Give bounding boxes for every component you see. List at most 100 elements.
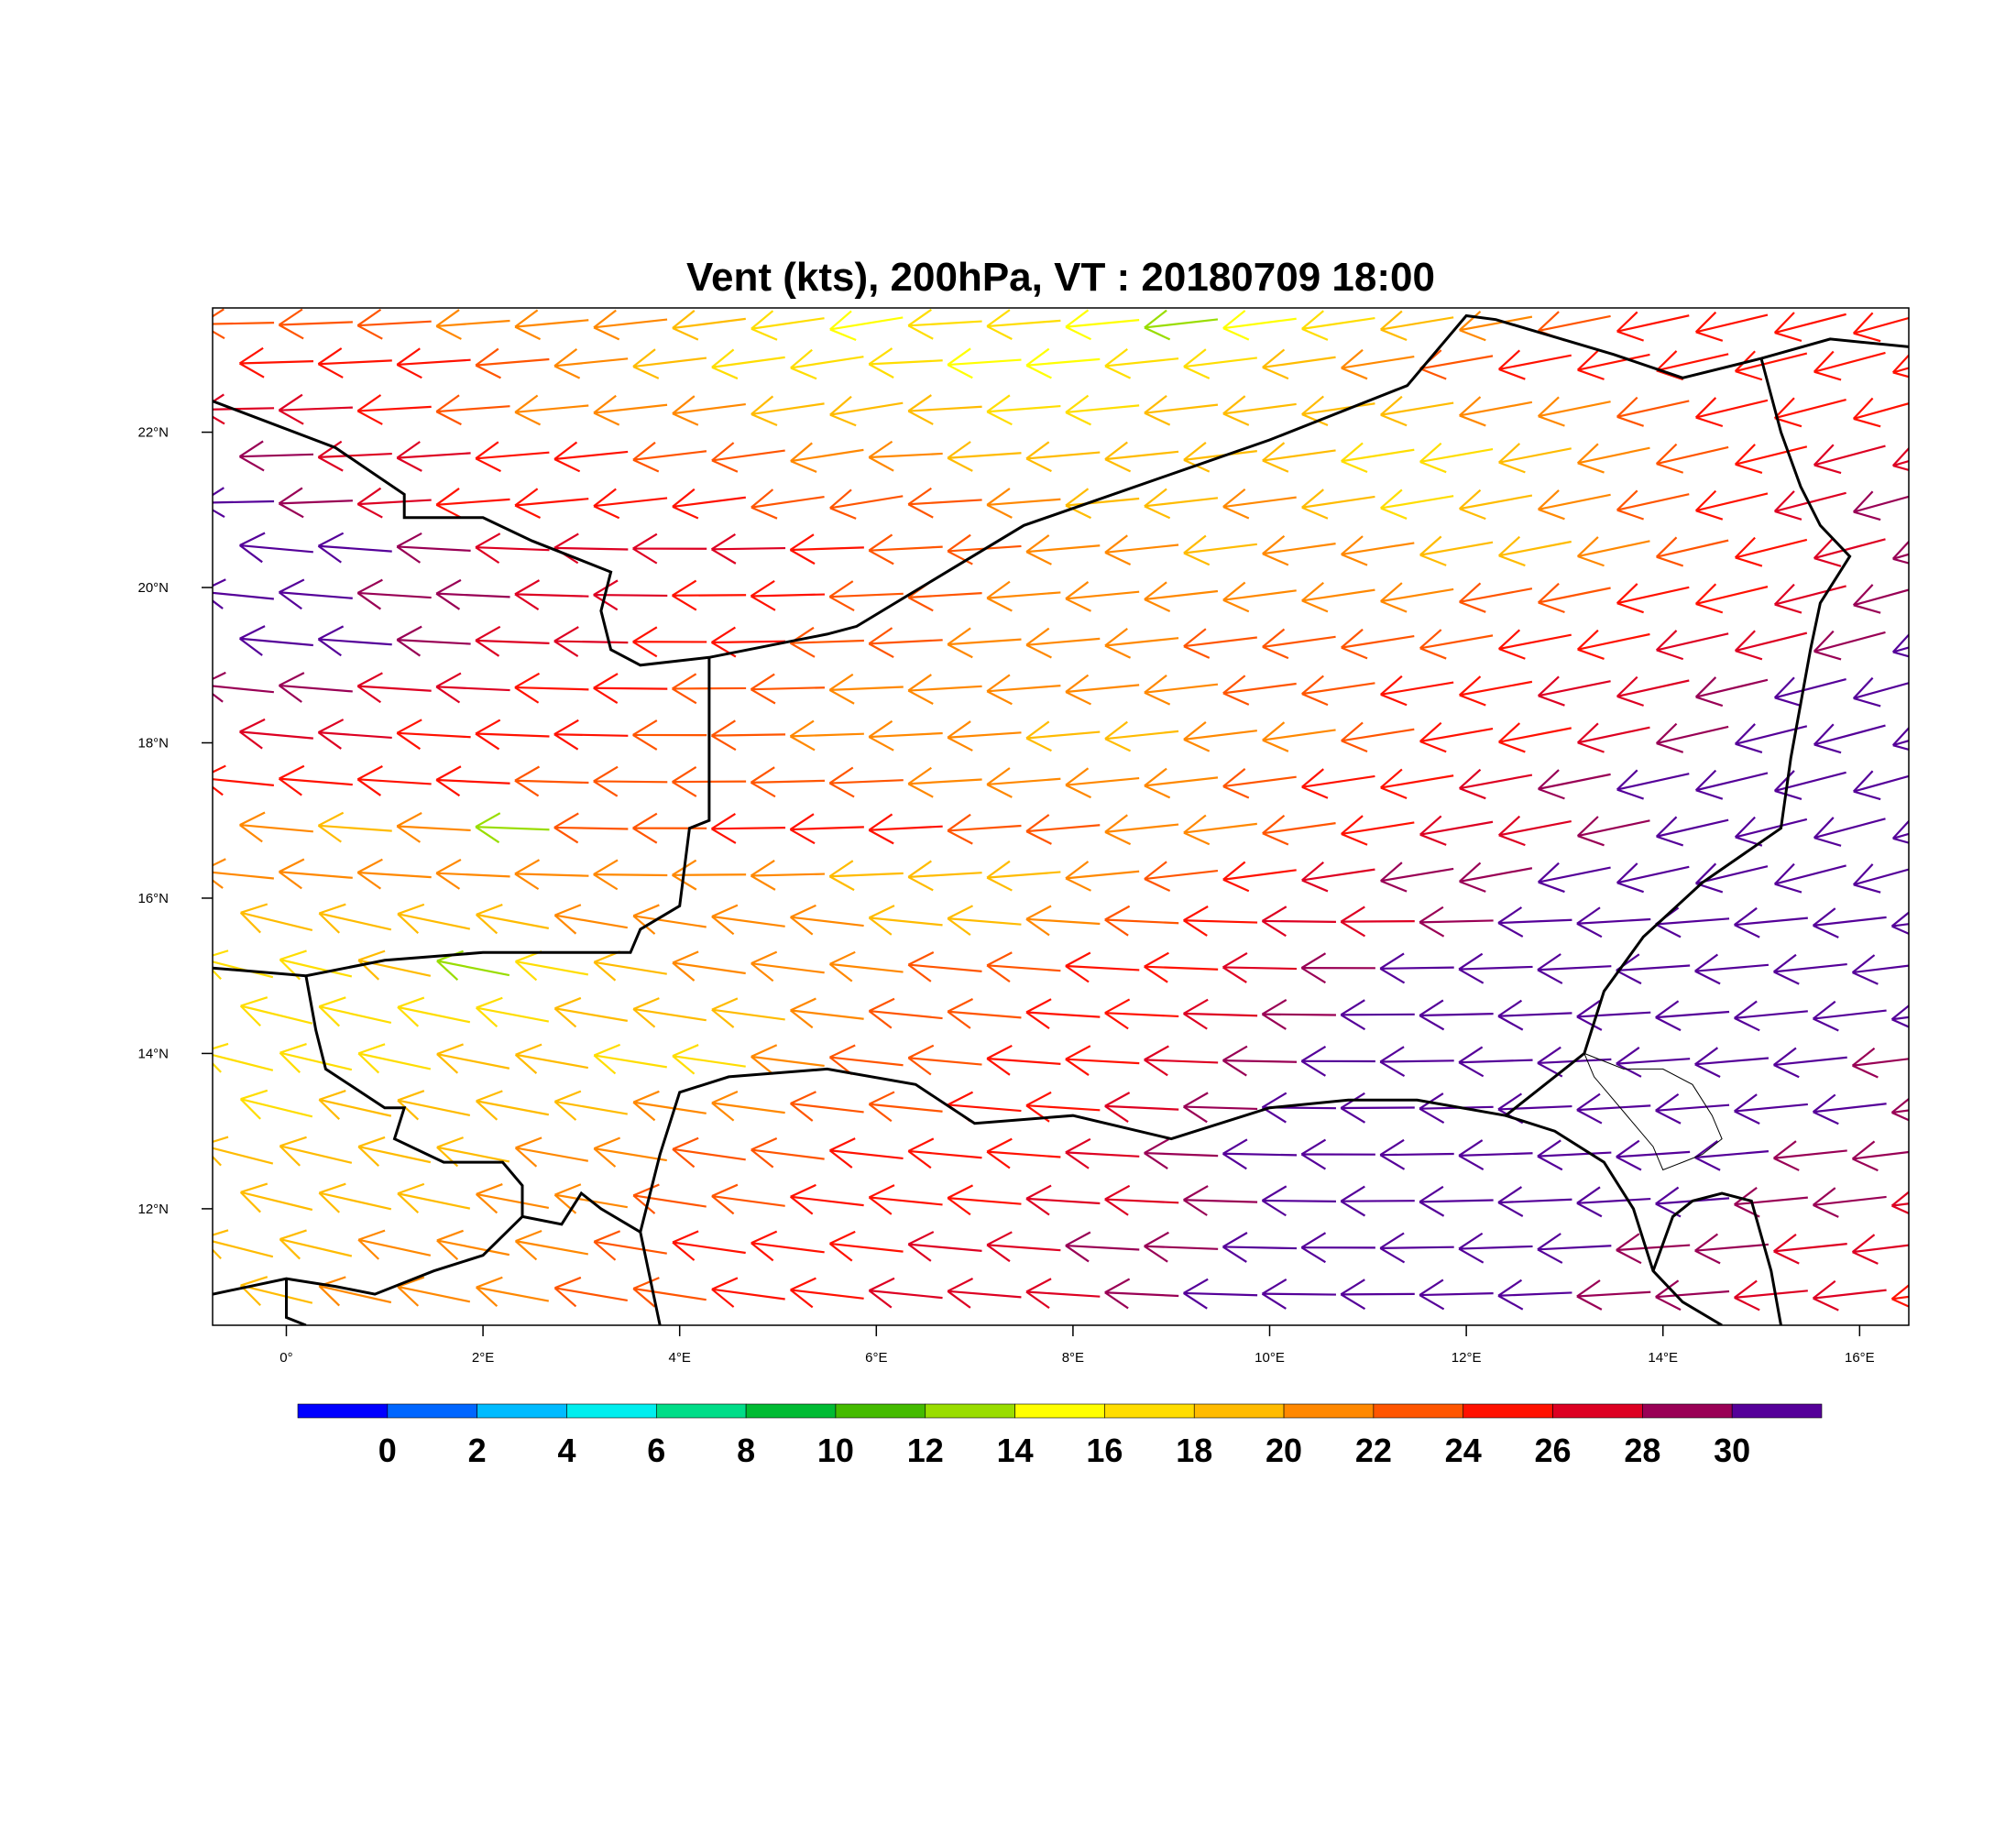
wind-arrow [1222, 767, 1297, 799]
wind-arrow [397, 903, 471, 934]
wind-arrow [986, 1044, 1061, 1076]
wind-arrow [317, 440, 392, 472]
wind-arrow [1144, 861, 1219, 893]
wind-arrow [1813, 444, 1886, 475]
wind-arrow [1065, 309, 1140, 341]
wind-arrow [356, 308, 432, 340]
wind-arrow [751, 1136, 825, 1169]
wind-arrow [790, 1091, 864, 1122]
wind-arrow [1025, 720, 1101, 752]
wind-arrow [553, 347, 629, 379]
wind-arrow [553, 1276, 628, 1308]
wind-arrow [514, 579, 589, 611]
wind-arrow [907, 860, 982, 892]
colorbar-label: 24 [1445, 1432, 1482, 1469]
wind-arrow [751, 488, 825, 520]
wind-arrow [907, 308, 982, 340]
wind-arrow [278, 764, 353, 796]
wind-arrow [1773, 1233, 1847, 1265]
colorbar-label: 4 [557, 1432, 575, 1469]
wind-arrow [476, 1090, 550, 1121]
longitude-axis: 0° 2°E 4°E 6°E 8°E 10°E 12°E 14°E 16°E [279, 1325, 1875, 1366]
wind-arrow [1065, 674, 1140, 706]
wind-arrow [514, 394, 589, 426]
wind-arrow [711, 1091, 785, 1122]
wind-arrow [907, 766, 982, 798]
colorbar-swatch [1642, 1403, 1733, 1419]
colorbar-swatch [655, 1403, 747, 1419]
wind-arrow [1340, 1092, 1415, 1124]
wind-arrow [672, 310, 746, 341]
wind-arrow [1655, 536, 1729, 567]
wind-arrow [1655, 443, 1729, 474]
wind-arrow [1183, 1278, 1258, 1310]
wind-arrow [239, 903, 313, 934]
wind-arrow [907, 1044, 982, 1076]
wind-arrow [986, 394, 1061, 426]
colorbar-label: 6 [647, 1432, 665, 1469]
wind-arrow [318, 903, 392, 934]
country-borders [213, 313, 1909, 1325]
wind-arrow [1301, 581, 1375, 613]
wind-arrow [1222, 952, 1298, 983]
wind-arrow [1380, 488, 1454, 520]
wind-arrow [1419, 442, 1494, 474]
wind-arrow [278, 858, 353, 890]
wind-arrow [1340, 906, 1415, 938]
wind-arrow [553, 719, 629, 751]
wind-arrow [1144, 581, 1219, 612]
wind-arrow [1851, 1047, 1909, 1079]
wind-arrow [1890, 1004, 1909, 1028]
wind-arrow [986, 1137, 1061, 1169]
wind-arrow [1301, 861, 1375, 893]
wind-arrow [1773, 1140, 1847, 1171]
wind-arrow [711, 997, 785, 1028]
wind-arrow [1890, 1097, 1909, 1122]
wind-arrow [1222, 395, 1297, 426]
wind-arrow [1065, 1045, 1140, 1076]
wind-arrow [632, 1277, 707, 1308]
wind-arrow [278, 487, 353, 519]
wind-arrow [1380, 675, 1454, 707]
wind-arrow [1497, 999, 1572, 1031]
wind-arrow [396, 441, 471, 472]
wind-arrow [1537, 862, 1611, 894]
wind-arrow [1144, 488, 1219, 520]
wind-arrow [553, 996, 628, 1028]
wind-arrow [1300, 952, 1375, 984]
wind-arrow [1497, 1092, 1572, 1125]
wind-arrow [435, 765, 510, 797]
wind-arrow [1419, 535, 1494, 566]
wind-arrow [357, 1229, 432, 1260]
wind-arrow [711, 1183, 785, 1215]
colorbar-label: 28 [1624, 1432, 1660, 1469]
wind-arrow [672, 579, 747, 611]
wind-arrow [1616, 311, 1690, 342]
wind-arrow [396, 532, 471, 564]
wind-arrow [475, 347, 550, 379]
wind-arrow [868, 627, 943, 658]
wind-arrow [553, 441, 629, 473]
wind-arrow [868, 347, 943, 379]
wind-arrow [1497, 535, 1572, 567]
wind-arrow [1222, 1138, 1298, 1170]
wind-arrow [356, 578, 432, 610]
wind-arrow [1301, 488, 1375, 520]
wind-arrow [1812, 1279, 1887, 1312]
wind-arrow [789, 813, 864, 845]
wind-arrow [435, 488, 510, 519]
wind-arrow [1497, 443, 1572, 474]
wind-arrow [278, 393, 353, 425]
wind-arrow [1576, 349, 1650, 380]
wind-arrow [553, 626, 629, 657]
wind-arrow [213, 949, 274, 980]
wind-arrow [986, 1231, 1061, 1263]
colorbar-label: 20 [1265, 1432, 1302, 1469]
wind-arrow [947, 1184, 1022, 1216]
wind-arrow [907, 487, 982, 519]
wind-arrow [751, 950, 825, 982]
wind-arrow [1812, 1187, 1887, 1218]
wind-arrow [593, 488, 668, 520]
colorbar-swatch [1104, 1403, 1195, 1419]
wind-arrow [632, 812, 707, 844]
